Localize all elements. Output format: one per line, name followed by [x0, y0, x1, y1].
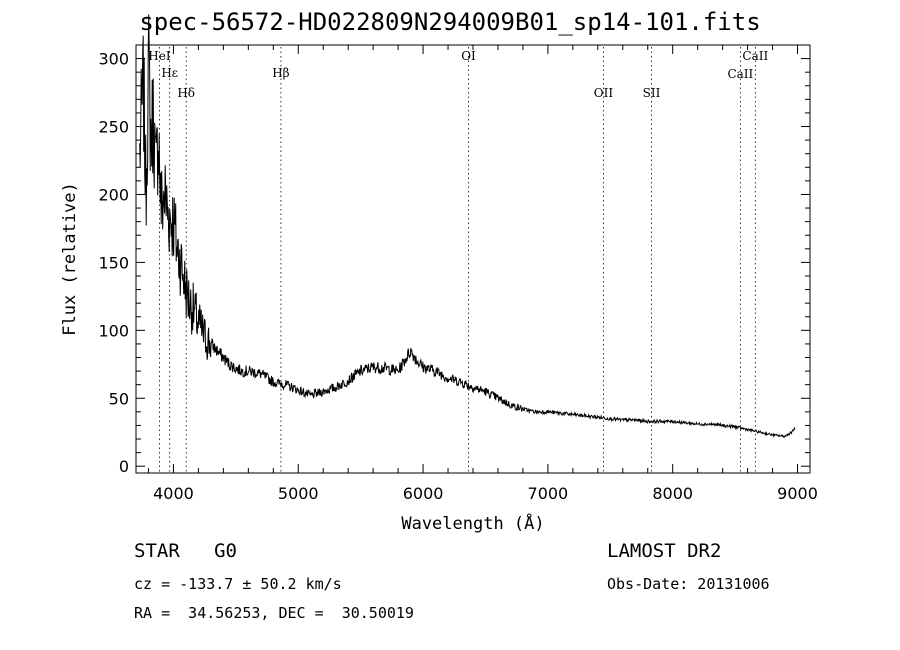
- redshift-info: cz = -133.7 ± 50.2 km/s: [134, 575, 342, 593]
- y-tick-label: 0: [119, 457, 129, 476]
- y-tick-label: 50: [109, 389, 129, 408]
- line-marker-label: HeI: [148, 49, 171, 63]
- line-marker-label: CaII: [727, 67, 753, 81]
- x-axis-title: Wavelength (Å): [401, 512, 544, 534]
- y-tick-label: 150: [98, 253, 129, 272]
- x-tick-label: 8000: [652, 484, 693, 503]
- plot-frame: [135, 44, 811, 474]
- x-tick-label: 5000: [278, 484, 319, 503]
- line-marker-label: OI: [461, 49, 476, 63]
- y-tick-label: 300: [98, 50, 129, 69]
- x-tick-label: 9000: [777, 484, 818, 503]
- spectrum-line: [139, 14, 796, 438]
- line-marker-label: OII: [594, 86, 614, 100]
- line-marker-label: SII: [643, 86, 661, 100]
- survey-name: LAMOST DR2: [607, 540, 722, 562]
- line-marker-label: CaII: [742, 49, 768, 63]
- x-tick-label: 7000: [528, 484, 569, 503]
- y-tick-label: 250: [98, 118, 129, 137]
- line-marker-label: Hδ: [177, 86, 195, 100]
- line-marker-label: Hε: [161, 66, 178, 80]
- y-tick-label: 100: [98, 321, 129, 340]
- coordinates: RA = 34.56253, DEC = 30.50019: [134, 604, 414, 622]
- x-tick-label: 6000: [403, 484, 444, 503]
- observation-date: Obs-Date: 20131006: [607, 575, 770, 593]
- line-marker-label: Hβ: [272, 66, 289, 80]
- object-class: STAR G0: [134, 540, 237, 562]
- x-tick-label: 4000: [153, 484, 194, 503]
- chart-title: spec-56572-HD022809N294009B01_sp14-101.f…: [139, 8, 761, 36]
- y-tick-label: 200: [98, 185, 129, 204]
- y-axis-title: Flux (relative): [60, 182, 80, 336]
